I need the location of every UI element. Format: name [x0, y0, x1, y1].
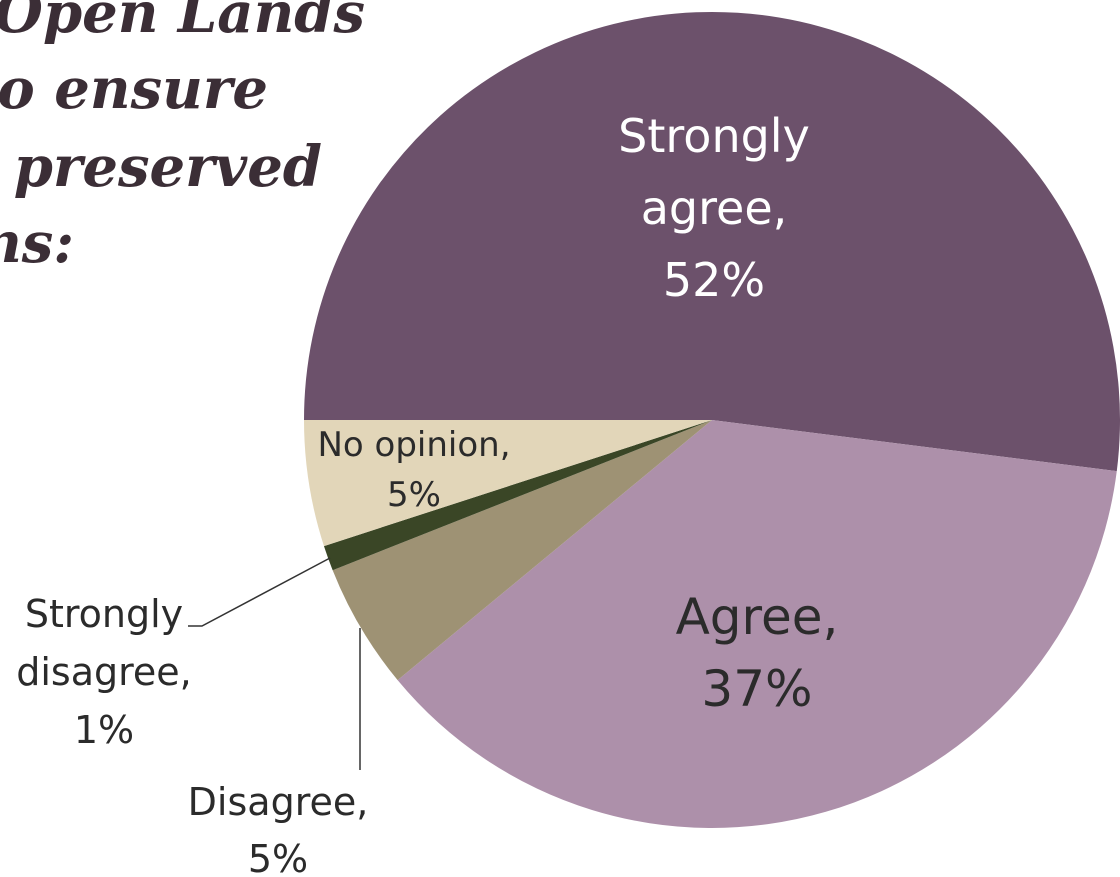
label-disagree-line1: Disagree,: [188, 780, 369, 824]
label-strongly-agree-value: 52%: [663, 253, 765, 307]
label-disagree-value: 5%: [248, 837, 308, 877]
title-line-2: to ensure: [0, 56, 268, 122]
data-label-no-opinion: No opinion, 5%: [317, 425, 510, 515]
label-strongly-agree-line1: Strongly: [618, 109, 810, 163]
leader-line-strongly-disagree: [188, 557, 331, 627]
label-strongly-agree-line2: agree,: [641, 181, 788, 235]
title-line-3: s preserved: [0, 134, 322, 200]
pie-slices: [304, 11, 1120, 828]
label-strongly-disagree-line1: Strongly: [25, 592, 183, 636]
leader-lines: [188, 557, 361, 770]
data-label-strongly-disagree: Strongly disagree, 1%: [16, 592, 192, 752]
label-agree-value: 37%: [701, 660, 812, 718]
label-agree-line1: Agree,: [676, 588, 839, 646]
label-strongly-disagree-line2: disagree,: [16, 650, 192, 694]
label-no-opinion-value: 5%: [387, 475, 441, 515]
pie-slice-no-opinion: [304, 420, 712, 547]
pie-slice-strongly-agree: [304, 11, 1120, 472]
title-line-4: ns:: [0, 210, 74, 276]
label-strongly-disagree-value: 1%: [74, 708, 134, 752]
pie-slice-agree: [397, 420, 1117, 828]
pie-slice-disagree: [332, 420, 712, 681]
data-label-strongly-agree: Strongly agree, 52%: [618, 109, 810, 307]
data-label-agree: Agree, 37%: [676, 588, 839, 718]
data-label-disagree: Disagree, 5%: [188, 780, 369, 877]
chart-title: Open Lands to ensure s preserved ns:: [0, 0, 365, 276]
label-no-opinion-line1: No opinion,: [317, 425, 510, 465]
pie-slice-strongly-disagree: [323, 420, 712, 571]
title-line-1: Open Lands: [0, 0, 365, 46]
